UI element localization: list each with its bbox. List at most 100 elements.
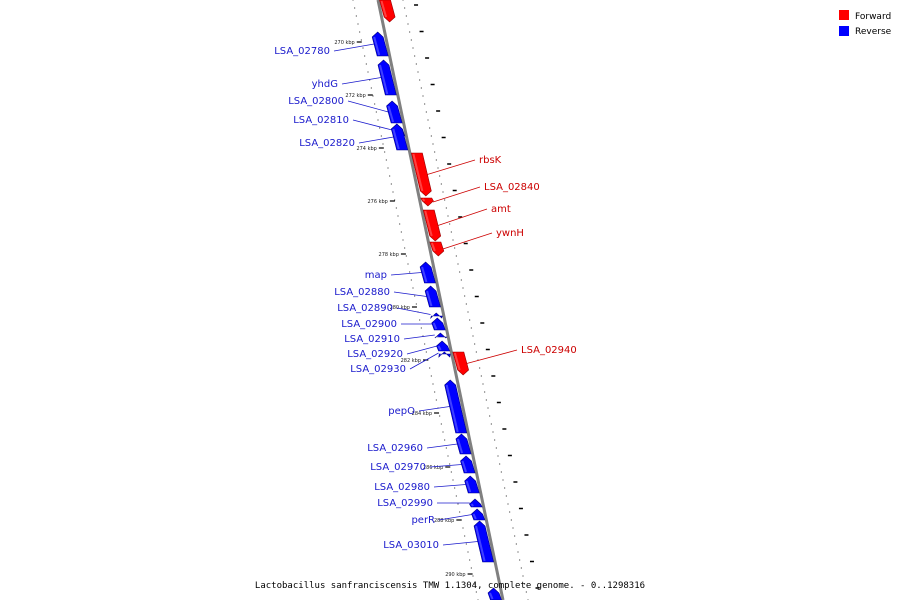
gene-label-lsa-03010[interactable]: LSA_03010 [383,540,439,551]
gene-arrow-lsa-02940[interactable] [452,351,469,376]
gene-arrow-map[interactable] [419,261,436,284]
leader-line [396,307,431,315]
track-dot-left [452,479,454,481]
track-dot-right [500,471,502,473]
gene-label-amt[interactable]: amt [491,204,511,215]
gene-arrow-lsa-02930[interactable] [438,351,451,358]
gene-arrow-lsa-02900[interactable] [431,317,446,331]
track-dot-right [464,295,466,297]
gene-label-lsa-02800[interactable]: LSA_02800 [288,96,344,107]
gene-arrow-pepo[interactable] [444,379,468,434]
gene-label-lsa-02980[interactable]: LSA_02980 [374,482,430,493]
gene-arrow-yhdg[interactable] [377,59,397,96]
gene-arrow-top-partial[interactable] [379,0,396,23]
gene-arrow-lsa-02960[interactable] [455,433,472,455]
gene-highlight [426,290,433,307]
track-dot-right [409,31,411,33]
track-dot-left [365,63,367,65]
gene-highlight [461,460,467,473]
track-dot-right [432,143,434,145]
leader-line [333,43,375,52]
gene-label-map[interactable]: map [365,270,387,281]
track-dot-right [402,0,404,1]
gene-label-ywnh[interactable]: ywnH [496,228,524,239]
track-dot-right [502,479,504,481]
gene-arrow-lsa-02990[interactable] [469,498,483,508]
tick-label: 270 kbp [334,40,354,46]
track-dot-left [455,495,457,497]
track-dot-right [415,63,417,65]
gene-label-lsa-02780[interactable]: LSA_02780 [274,46,330,57]
gene-label-lsa-02840[interactable]: LSA_02840 [484,182,540,193]
gene-label-lsa-02990[interactable]: LSA_02990 [377,498,433,509]
gene-arrow-lsa-02920[interactable] [436,340,451,352]
gene-label-lsa-02930[interactable]: LSA_02930 [350,364,406,375]
track-dot-left [435,399,437,401]
gene-label-pepo[interactable]: pepO [388,406,415,417]
gene-arrow-bottom-partial[interactable] [487,587,502,600]
track-dot-left [379,127,381,129]
gene-highlight [445,384,459,433]
leader-line [433,484,466,488]
gene-label-lsa-02940[interactable]: LSA_02940 [521,345,577,356]
track-dot-left [360,39,362,41]
track-dot-right [489,415,491,417]
gene-label-lsa-02890[interactable]: LSA_02890 [337,303,393,314]
gene-highlight [435,335,439,339]
track-dot-left [402,239,404,241]
track-dot-left [389,175,391,177]
track-dot-left [429,367,431,369]
track-dot-right [522,575,524,577]
gene-label-rbsk[interactable]: rbsK [479,155,502,166]
track-dot-right [470,327,472,329]
gene-arrow-lsa-02840[interactable] [420,197,434,207]
gene-arrow-rbsk[interactable] [410,152,432,197]
gene-label-lsa-02970[interactable]: LSA_02970 [370,462,426,473]
track-dot-right [429,127,431,129]
gene-arrow-lsa-02980[interactable] [464,475,480,494]
track-dot-left [474,583,476,585]
leader-line [409,352,439,370]
gene-arrow-ywnh[interactable] [429,241,445,257]
track-dot-right [420,87,422,89]
track-dot-left [367,71,369,73]
gene-label-perr[interactable]: perR [411,515,435,526]
track-dot-right [424,103,426,105]
track-dot-left [357,23,359,25]
gene-label-lsa-02820[interactable]: LSA_02820 [299,138,355,149]
track-dot-right [440,183,442,185]
gene-label-yhdg[interactable]: yhdG [312,79,338,90]
track-dot-right [480,375,482,377]
gene-arrow-lsa-02800[interactable] [386,100,403,124]
tick-label: 278 kbp [379,252,399,258]
track-dot-right [472,335,474,337]
track-dot-right [407,23,409,25]
gene-label-lsa-02910[interactable]: LSA_02910 [344,334,400,345]
track-dot-left [355,15,357,17]
gene-arrow-perr[interactable] [471,508,486,521]
legend-swatch-forward [839,10,849,20]
gene-arrow-lsa-02780[interactable] [371,31,389,57]
gene-arrow-lsa-02970[interactable] [460,455,476,474]
gene-label-lsa-02920[interactable]: LSA_02920 [347,349,403,360]
track-dot-right [517,551,519,553]
gene-arrow-amt[interactable] [422,209,442,242]
track-dot-right [510,519,512,521]
gene-label-lsa-02880[interactable]: LSA_02880 [334,287,390,298]
leader-line [442,541,478,546]
track-dot-right [520,567,522,569]
legend-label-forward: Forward [855,12,891,22]
track-dot-left [400,231,402,233]
gene-arrow-lsa-02910[interactable] [434,332,448,339]
track-dot-left [410,279,412,281]
gene-label-lsa-02900[interactable]: LSA_02900 [341,319,397,330]
gene-arrow-lsa-02890[interactable] [430,312,443,319]
gene-arrow-lsa-02880[interactable] [424,285,441,308]
track-dot-left [420,327,422,329]
gene-arrow-lsa-02820[interactable] [390,123,409,151]
gene-label-lsa-02960[interactable]: LSA_02960 [367,443,423,454]
track-dot-right [487,407,489,409]
gene-arrow-lsa-03010[interactable] [473,520,494,563]
gene-label-lsa-02810[interactable]: LSA_02810 [293,115,349,126]
